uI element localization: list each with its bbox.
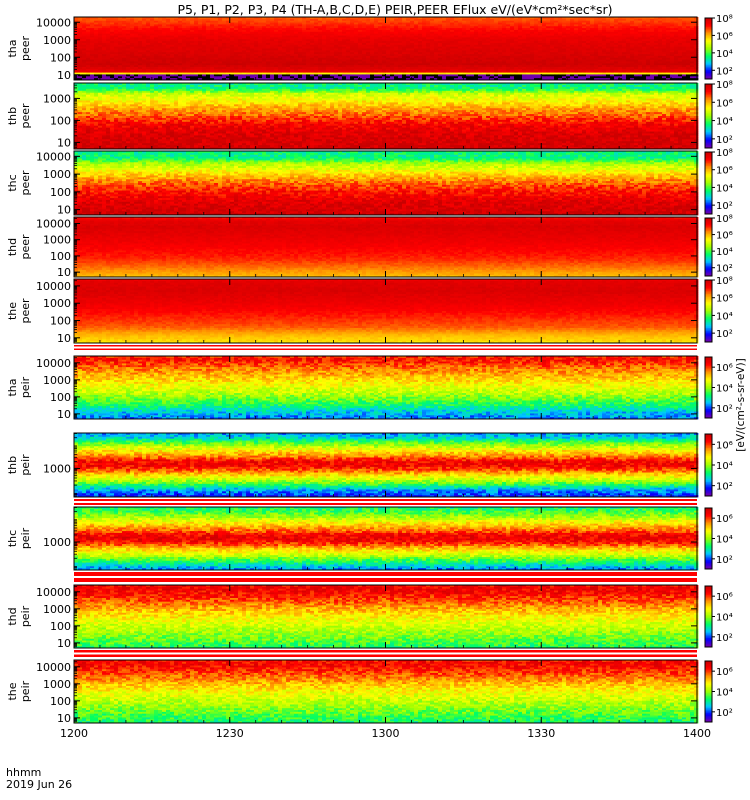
chart-title: P5, P1, P2, P3, P4 (TH-A,B,C,D,E) PEIR,P…: [177, 2, 612, 17]
panel-separator-stripe-line: [74, 347, 697, 349]
panel-separator-stripe-line: [74, 576, 697, 578]
panel-separator-stripe-line: [74, 501, 697, 503]
spectrogram-figure: P5, P1, P2, P3, P4 (TH-A,B,C,D,E) PEIR,P…: [0, 0, 750, 800]
spectrogram-tha-peer: [74, 17, 698, 80]
panel-separator-stripe-line: [74, 653, 697, 655]
